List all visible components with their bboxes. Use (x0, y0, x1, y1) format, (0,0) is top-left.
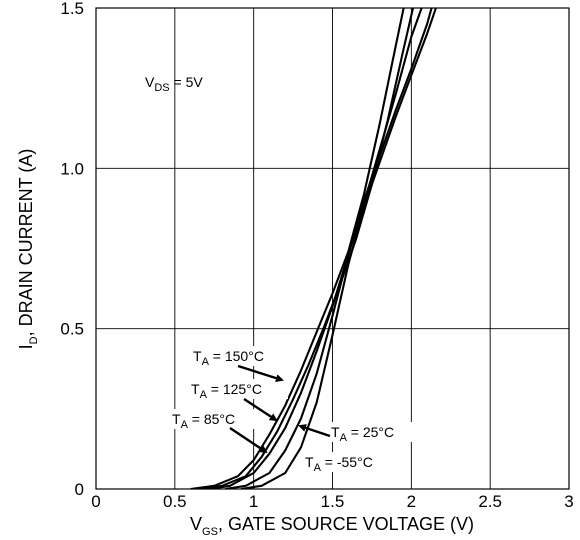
annotation-125c: TA = 125°C (191, 381, 262, 401)
y-tick-label: 0.5 (60, 320, 84, 339)
annotation-bg-150 (190, 346, 290, 366)
x-tick-label: 2 (407, 492, 416, 511)
curve-group (190, 8, 438, 489)
arrow-85c (229, 427, 268, 454)
x-tick-label: 1.5 (321, 492, 345, 511)
curve-series-3 (225, 8, 433, 489)
grid-lines (96, 8, 569, 489)
annotation-m55c: TA = -55°C (305, 454, 373, 474)
y-tick-labels: 0 0.5 1.0 1.5 (60, 0, 84, 499)
arrow-150c (237, 364, 284, 382)
annotation-bg-125 (188, 379, 288, 399)
x-axis-title: VGS, GATE SOURCE VOLTAGE (V) (190, 514, 474, 538)
x-tick-labels: 0 0.5 1 1.5 2 2.5 3 (91, 492, 573, 511)
curve-series-4 (240, 8, 438, 489)
curve-series-2 (209, 8, 423, 489)
y-tick-label: 1.5 (60, 0, 84, 18)
annotation-bg-m55 (302, 452, 388, 472)
y-axis-title: ID, DRAIN CURRENT (A) (16, 149, 40, 350)
x-tick-label: 2.5 (478, 492, 502, 511)
x-tick-label: 0.5 (163, 492, 187, 511)
y-tick-label: 0 (75, 480, 84, 499)
condition-label: VDS = 5V (145, 74, 203, 94)
annotation-25c: TA = 25°C (331, 424, 394, 444)
annotation-bg-25 (328, 422, 416, 442)
x-tick-label: 1 (249, 492, 258, 511)
x-tick-label: 0 (91, 492, 100, 511)
arrow-125c (243, 397, 278, 422)
plot-frame (95, 7, 570, 490)
arrow-25c (298, 424, 331, 438)
x-tick-label: 3 (564, 492, 573, 511)
annotation-150c: TA = 150°C (193, 348, 264, 368)
annotation-85c: TA = 85°C (172, 411, 235, 431)
y-tick-label: 1.0 (60, 159, 84, 178)
curve-series-0 (190, 8, 405, 489)
annotation-bg-85 (170, 409, 258, 429)
